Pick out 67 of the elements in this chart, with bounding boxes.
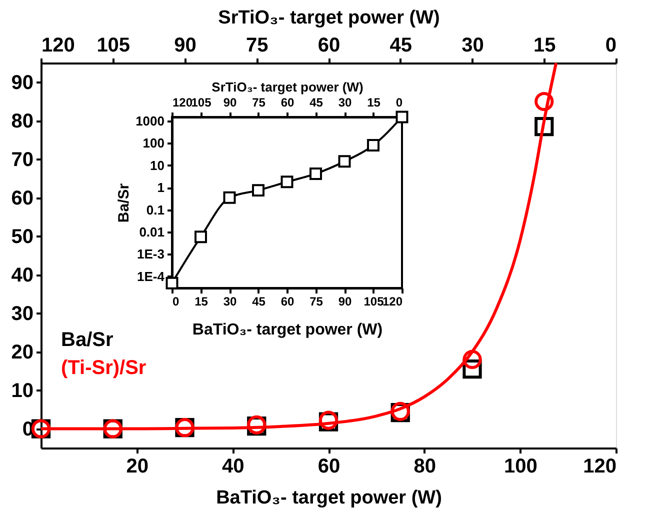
- x2-tick-label: 75: [246, 34, 268, 56]
- x2-tick-label: 60: [318, 34, 340, 56]
- x-tick-label: 75: [310, 294, 324, 308]
- x2-tick-label: 0: [605, 34, 616, 56]
- x2-axis-title: SrTiO₃- target power (W): [212, 80, 364, 94]
- point: [280, 176, 294, 188]
- y-tick-label: 40: [11, 264, 34, 286]
- y-tick-label: 10: [150, 158, 164, 173]
- x2-tick-label: 15: [534, 34, 556, 56]
- x-tick-label: 45: [252, 294, 266, 308]
- x-tick-label: 0: [172, 294, 180, 308]
- x2-tick-label: 0: [396, 96, 403, 110]
- x-tick-label: 100: [504, 456, 538, 478]
- y-tick-label: 90: [11, 72, 34, 94]
- x2-tick-label: 75: [252, 96, 266, 110]
- x-tick-label: 60: [280, 294, 294, 308]
- text: (Ti-Sr)/Sr: [61, 357, 146, 379]
- point: [534, 92, 554, 112]
- x-tick-label: 80: [414, 456, 436, 478]
- x2-tick-label: 90: [174, 34, 196, 56]
- x-tick-label: 60: [318, 456, 340, 478]
- y-tick-label: 60: [11, 187, 34, 210]
- y-tick-label: 0.01: [139, 224, 164, 240]
- x-axis-title: BaTiO₃- target power (W): [216, 488, 442, 508]
- y-axis-title: Ba/Sr: [116, 183, 133, 223]
- x2-tick-label: 120: [42, 34, 75, 56]
- x2-tick-label: 45: [390, 34, 412, 56]
- x-tick-label: 30: [223, 294, 237, 308]
- x-tick-label: 15: [194, 294, 208, 308]
- x2-axis-title: SrTiO₃- target power (W): [218, 8, 440, 28]
- y-tick-label: 50: [11, 226, 34, 248]
- point: [194, 230, 207, 244]
- point: [396, 110, 408, 124]
- y-tick-label: 1E-3: [137, 246, 164, 262]
- x2-tick-label: 30: [338, 96, 352, 110]
- x2-tick-label: 105: [191, 96, 212, 110]
- x-tick-label: 120: [382, 294, 403, 308]
- y-tick-label: 10: [11, 380, 34, 402]
- x-tick-label: 105: [364, 294, 384, 308]
- point: [338, 155, 351, 168]
- y-tick-label: 80: [11, 110, 34, 132]
- x2-tick-label: 45: [310, 96, 324, 110]
- y-tick-label: 1000: [136, 113, 164, 128]
- y-tick-label: 0.1: [146, 202, 164, 218]
- x-tick-label: 40: [222, 456, 244, 478]
- point: [166, 276, 178, 290]
- x2-tick-label: 30: [462, 34, 484, 56]
- x-axis-title: BaTiO₃- target power (W): [192, 322, 383, 338]
- point: [310, 167, 322, 180]
- point: [367, 139, 380, 152]
- x2-tick-label: 105: [96, 34, 130, 56]
- x-tick-label: 90: [338, 294, 352, 308]
- x2-tick-label: 120: [172, 96, 193, 110]
- x2-tick-label: 60: [280, 96, 294, 110]
- y-tick-label: 1E-4: [137, 268, 166, 284]
- point: [534, 116, 554, 136]
- x-tick-label: 120: [583, 456, 616, 478]
- y-tick-label: 70: [11, 148, 34, 171]
- y-tick-label: 20: [11, 341, 34, 364]
- x2-tick-label: 90: [223, 96, 237, 110]
- text: Ba/Sr: [61, 329, 114, 351]
- point: [462, 350, 482, 369]
- y-tick-label: 1: [157, 180, 164, 196]
- y-tick-label: 100: [142, 136, 164, 151]
- point: [252, 184, 264, 197]
- point: [223, 191, 236, 204]
- x2-tick-label: 15: [367, 96, 381, 110]
